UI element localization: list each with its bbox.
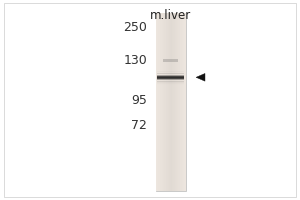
Bar (158, 83, 184, 84)
Bar (164, 59, 178, 62)
Bar (168, 13, 169, 191)
Bar (158, 84, 184, 85)
Bar (178, 13, 179, 191)
Bar (172, 13, 173, 191)
Bar (158, 69, 184, 70)
Bar (183, 13, 184, 191)
Text: 95: 95 (131, 94, 147, 106)
Bar (184, 13, 185, 191)
Bar (165, 13, 166, 191)
Polygon shape (196, 73, 205, 81)
Bar (163, 13, 164, 191)
Bar (158, 77, 184, 78)
Bar (177, 13, 178, 191)
Bar (159, 13, 160, 191)
Bar (158, 82, 184, 83)
Bar (158, 85, 184, 86)
Bar (175, 13, 176, 191)
Bar (174, 13, 175, 191)
Bar (156, 13, 186, 191)
Bar (164, 13, 165, 191)
Bar (158, 13, 159, 191)
Text: 72: 72 (131, 119, 147, 132)
Bar (160, 13, 161, 191)
Bar (158, 81, 184, 82)
Bar (170, 13, 171, 191)
Bar (162, 13, 163, 191)
Bar (158, 79, 184, 80)
Bar (160, 13, 161, 191)
Bar (158, 75, 184, 76)
Bar (181, 13, 182, 191)
Bar (185, 13, 186, 191)
Bar (171, 13, 172, 191)
Bar (167, 13, 168, 191)
Bar (180, 13, 181, 191)
Bar (158, 76, 184, 79)
Bar (173, 13, 174, 191)
Text: 250: 250 (123, 21, 147, 34)
Bar (157, 13, 158, 191)
Bar (166, 13, 167, 191)
Bar (179, 13, 180, 191)
Text: 130: 130 (123, 54, 147, 67)
Bar (158, 71, 184, 72)
Bar (156, 13, 157, 191)
Text: m.liver: m.liver (150, 9, 191, 22)
Bar (182, 13, 183, 191)
Bar (169, 13, 170, 191)
Bar (158, 73, 184, 74)
Bar (176, 13, 177, 191)
Bar (161, 13, 162, 191)
